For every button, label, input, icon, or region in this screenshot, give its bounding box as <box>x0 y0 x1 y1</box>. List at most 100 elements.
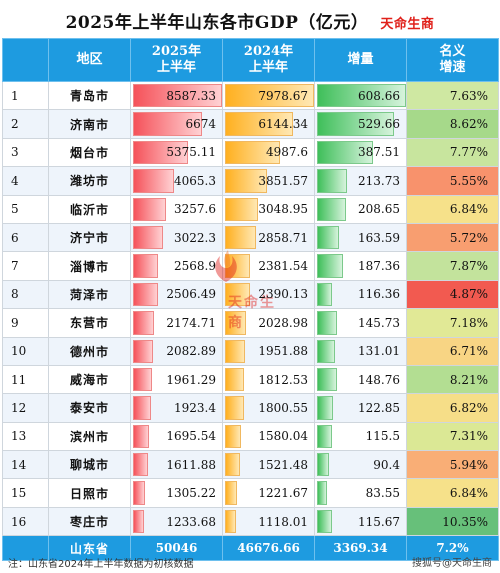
source-watermark: 搜狐号@天命生商 <box>412 558 492 569</box>
cell-increase-bar <box>317 84 406 108</box>
table-row: 13 滨州市 1695.54 1580.04 115.5 7.31% <box>2 421 499 452</box>
cell-gdp2025-bar <box>133 197 166 221</box>
cell-rate: 7.63% <box>406 80 499 111</box>
header-gdp2024-text: 2024年 上半年 <box>243 44 294 75</box>
cell-gdp2024-bar <box>225 225 256 250</box>
total-rank <box>2 535 49 562</box>
cell-increase-value: 529.66 <box>358 117 400 132</box>
header-rank <box>2 38 49 82</box>
cell-gdp2024: 4987.6 <box>222 137 315 168</box>
cell-gdp2025-value: 3022.3 <box>174 230 216 245</box>
cell-gdp2025: 2082.89 <box>130 336 223 366</box>
cell-rate: 6.84% <box>406 194 499 224</box>
cell-gdp2025: 3022.3 <box>130 222 223 253</box>
cell-gdp2025-bar <box>133 367 152 392</box>
cell-gdp2025-value: 1923.4 <box>174 400 216 415</box>
cell-increase-bar <box>317 225 340 250</box>
cell-gdp2025: 4065.3 <box>130 166 223 196</box>
cell-increase: 163.59 <box>314 222 407 253</box>
cell-gdp2024-value: 3851.57 <box>258 173 308 188</box>
header-rate-text: 名义 增速 <box>439 44 466 75</box>
cell-gdp2024-value: 2028.98 <box>258 315 308 330</box>
cell-gdp2024-value: 2390.13 <box>258 287 308 302</box>
cell-region: 济南市 <box>48 109 131 139</box>
cell-gdp2024-bar <box>225 481 237 505</box>
cell-increase-bar <box>317 311 337 335</box>
cell-rank: 5 <box>2 194 49 224</box>
cell-increase-bar <box>317 169 347 193</box>
cell-gdp2024-bar <box>225 112 294 136</box>
cell-increase-value: 608.66 <box>358 88 400 103</box>
gdp-table: 地区 2025年 上半年 2024年 上半年 增量 名义 增速 1 青岛市 8587… <box>2 38 499 562</box>
header-gdp2024: 2024年 上半年 <box>222 38 315 82</box>
total-gdp2024: 46676.66 <box>222 535 315 562</box>
cell-gdp2024-value: 3048.95 <box>258 202 308 217</box>
cell-gdp2025: 3257.6 <box>130 194 223 224</box>
table-row: 5 临沂市 3257.6 3048.95 208.65 6.84% <box>2 194 499 224</box>
cell-gdp2024-bar <box>225 367 244 392</box>
cell-rank: 8 <box>2 279 49 310</box>
cell-gdp2024: 1580.04 <box>222 421 315 452</box>
cell-increase-bar <box>317 282 333 307</box>
cell-gdp2025-bar <box>133 254 159 278</box>
cell-increase-bar <box>317 339 335 363</box>
cell-region: 东营市 <box>48 308 131 338</box>
cell-gdp2024-bar <box>225 396 244 420</box>
cell-rate: 6.82% <box>406 393 499 423</box>
table-row: 8 菏泽市 2506.49 2390.13 116.36 4.87% <box>2 279 499 310</box>
header-gdp2025: 2025年 上半年 <box>130 38 223 82</box>
cell-increase: 90.4 <box>314 450 407 480</box>
cell-increase-value: 90.4 <box>373 457 400 472</box>
cell-gdp2025-bar <box>133 453 149 477</box>
cell-gdp2025-value: 5375.11 <box>166 145 216 160</box>
cell-gdp2025-bar <box>133 112 202 136</box>
cell-increase-bar <box>317 481 328 505</box>
cell-rank: 10 <box>2 336 49 366</box>
cell-gdp2024: 2390.13 <box>222 279 315 310</box>
cell-gdp2025: 2174.71 <box>130 308 223 338</box>
cell-gdp2025: 1923.4 <box>130 393 223 423</box>
table-row: 3 烟台市 5375.11 4987.6 387.51 7.77% <box>2 137 499 168</box>
cell-region: 济宁市 <box>48 222 131 253</box>
cell-increase-bar <box>317 424 333 449</box>
cell-gdp2025-value: 3257.6 <box>174 202 216 217</box>
cell-gdp2024: 3851.57 <box>222 166 315 196</box>
cell-gdp2024-bar <box>225 254 251 278</box>
table-row: 7 淄博市 2568.9 2381.54 187.36 7.87% <box>2 251 499 281</box>
cell-gdp2025: 1305.22 <box>130 478 223 508</box>
cell-gdp2025: 2506.49 <box>130 279 223 310</box>
cell-gdp2025-value: 4065.3 <box>174 173 216 188</box>
cell-gdp2024-value: 1812.53 <box>258 372 308 387</box>
table-row: 16 枣庄市 1233.68 1118.01 115.67 10.35% <box>2 506 499 537</box>
cell-gdp2024-value: 2381.54 <box>258 259 308 274</box>
cell-region: 日照市 <box>48 478 131 508</box>
cell-gdp2025: 1695.54 <box>130 421 223 452</box>
cell-gdp2024: 3048.95 <box>222 194 315 224</box>
cell-gdp2024-bar <box>225 197 258 221</box>
cell-gdp2024-value: 4987.6 <box>266 145 308 160</box>
cell-increase-value: 213.73 <box>358 173 400 188</box>
cell-increase-bar <box>317 509 333 534</box>
cell-gdp2024-bar <box>225 453 241 477</box>
cell-gdp2025-bar <box>133 225 164 250</box>
cell-rate: 7.77% <box>406 137 499 168</box>
table-row: 9 东营市 2174.71 2028.98 145.73 7.18% <box>2 308 499 338</box>
cell-increase-value: 116.36 <box>358 287 400 302</box>
cell-rank: 14 <box>2 450 49 480</box>
cell-gdp2025-value: 6674 <box>185 117 216 132</box>
cell-gdp2024-value: 1118.01 <box>258 514 308 529</box>
table-row: 4 潍坊市 4065.3 3851.57 213.73 5.55% <box>2 166 499 196</box>
table-row: 6 济宁市 3022.3 2858.71 163.59 5.72% <box>2 222 499 253</box>
total-gdp2025: 50046 <box>130 535 223 562</box>
header-gdp2025-text: 2025年 上半年 <box>151 44 202 75</box>
cell-gdp2024: 1521.48 <box>222 450 315 480</box>
cell-gdp2025-value: 1305.22 <box>166 486 216 501</box>
table-row: 11 威海市 1961.29 1812.53 148.76 8.21% <box>2 364 499 395</box>
cell-increase-value: 145.73 <box>358 315 400 330</box>
cell-increase-value: 148.76 <box>358 372 400 387</box>
cell-increase-value: 122.85 <box>358 400 400 415</box>
title-text: 2025年上半年山东各市GDP（亿元） <box>65 13 369 33</box>
cell-rank: 1 <box>2 80 49 111</box>
cell-increase: 208.65 <box>314 194 407 224</box>
cell-gdp2025: 2568.9 <box>130 251 223 281</box>
